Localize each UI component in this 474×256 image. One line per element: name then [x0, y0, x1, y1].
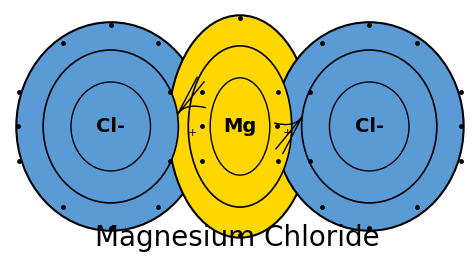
Text: +: +: [188, 129, 197, 138]
Ellipse shape: [168, 15, 311, 238]
Ellipse shape: [301, 50, 437, 203]
Ellipse shape: [329, 82, 409, 171]
Text: +: +: [283, 129, 292, 138]
Ellipse shape: [71, 82, 151, 171]
Text: Magnesium Chloride: Magnesium Chloride: [95, 224, 379, 252]
Ellipse shape: [43, 50, 178, 203]
Ellipse shape: [275, 22, 464, 231]
Ellipse shape: [188, 46, 292, 207]
Ellipse shape: [16, 22, 205, 231]
Text: Mg: Mg: [223, 117, 256, 136]
Text: Cl-: Cl-: [96, 117, 125, 136]
Ellipse shape: [210, 78, 270, 175]
Text: Cl-: Cl-: [355, 117, 384, 136]
